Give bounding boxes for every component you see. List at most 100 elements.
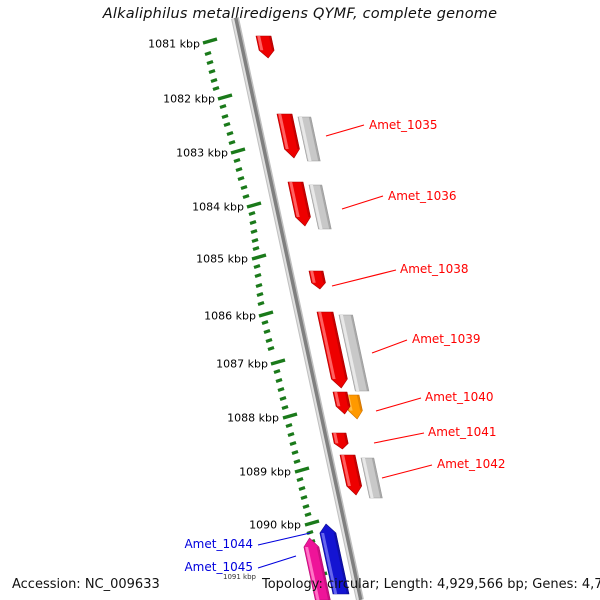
ruler-minor-tick bbox=[226, 130, 234, 137]
gene-glyph[interactable] bbox=[276, 113, 300, 159]
ruler-minor-tick bbox=[298, 485, 306, 492]
companion-bar-highlight bbox=[310, 185, 323, 229]
gene-glyph[interactable] bbox=[339, 454, 363, 496]
gene-glyph[interactable] bbox=[255, 35, 275, 59]
ruler-minor-tick bbox=[240, 184, 248, 191]
gene-glyph[interactable] bbox=[303, 537, 331, 600]
status-bar: Accession: NC_009633 Topology: circular;… bbox=[0, 574, 600, 600]
gene-glyph[interactable] bbox=[332, 391, 351, 415]
leader-line bbox=[331, 269, 397, 287]
ruler-minor-tick bbox=[228, 139, 236, 146]
gene-highlight bbox=[305, 547, 320, 600]
gene-shade bbox=[333, 533, 349, 594]
gene-shade bbox=[356, 395, 363, 411]
ruler-tick-label: 1085 kbp bbox=[196, 252, 248, 266]
ruler-minor-tick bbox=[255, 282, 263, 289]
gene-body[interactable] bbox=[319, 523, 350, 595]
ruler-major-tick bbox=[246, 201, 262, 209]
ruler-minor-tick bbox=[287, 431, 295, 438]
gene-glyph[interactable] bbox=[287, 181, 311, 227]
ruler-minor-tick bbox=[261, 319, 269, 326]
genome-backbone bbox=[231, 17, 364, 600]
gene-shade bbox=[352, 455, 362, 486]
ruler-minor-tick bbox=[253, 263, 261, 270]
companion-bar-shade bbox=[319, 185, 332, 229]
gene-glyph[interactable] bbox=[316, 311, 348, 389]
ruler-minor-tick bbox=[304, 511, 312, 518]
gene-label-amet_1039[interactable]: Amet_1039 bbox=[412, 332, 481, 346]
gene-label-amet_1036[interactable]: Amet_1036 bbox=[388, 189, 457, 203]
gene-companion-bar bbox=[297, 116, 321, 162]
ruler-tick-label: 1082 kbp bbox=[163, 92, 215, 106]
ruler-minor-tick bbox=[254, 272, 262, 279]
ruler-major-tick bbox=[217, 93, 233, 101]
topology-text: Topology: circular; Length: 4,929,566 bp… bbox=[262, 577, 600, 592]
leader-line bbox=[373, 432, 425, 444]
companion-bar-shade bbox=[371, 458, 383, 498]
ruler-tick-marks bbox=[202, 37, 328, 599]
gene-label-amet_1035[interactable]: Amet_1035 bbox=[369, 118, 438, 132]
ruler-major-tick bbox=[230, 147, 246, 155]
gene-highlight bbox=[334, 392, 341, 407]
ruler-minor-tick bbox=[233, 157, 241, 164]
ruler-minor-tick bbox=[293, 458, 301, 465]
gene-shade bbox=[289, 114, 300, 149]
ruler-tick-label: 1090 kbp bbox=[249, 518, 301, 532]
ruler-minor-tick bbox=[277, 386, 285, 393]
ruler-major-tick bbox=[202, 37, 218, 45]
gene-highlight bbox=[318, 312, 336, 379]
ruler-minor-tick bbox=[281, 404, 289, 411]
leader-line bbox=[341, 195, 384, 210]
gene-label-amet_1044[interactable]: Amet_1044 bbox=[184, 537, 253, 551]
ruler-tick-label: 1086 kbp bbox=[204, 309, 256, 323]
gene-companion-bar bbox=[360, 457, 383, 499]
ruler-minor-tick bbox=[279, 395, 287, 402]
ruler-minor-tick bbox=[212, 85, 220, 92]
ruler-minor-tick bbox=[256, 291, 264, 298]
companion-bar-highlight bbox=[299, 117, 312, 161]
ruler-tick-label: 1084 kbp bbox=[192, 200, 244, 214]
ruler-minor-tick bbox=[251, 237, 259, 244]
gene-glyph[interactable] bbox=[319, 523, 350, 595]
ruler-minor-tick bbox=[296, 476, 304, 483]
ruler-major-tick bbox=[304, 519, 320, 527]
gene-glyph[interactable] bbox=[308, 270, 326, 290]
leader-line bbox=[381, 464, 433, 479]
ruler-minor-tick bbox=[285, 422, 293, 429]
gene-label-amet_1040[interactable]: Amet_1040 bbox=[425, 390, 494, 404]
companion-bar-highlight bbox=[362, 458, 374, 498]
ruler-minor-tick bbox=[257, 300, 265, 307]
gene-highlight bbox=[310, 271, 316, 283]
gene-label-amet_1045[interactable]: Amet_1045 bbox=[184, 560, 253, 574]
leader-line bbox=[257, 532, 311, 546]
ruler-tick-label: 1081 kbp bbox=[148, 37, 200, 51]
ruler-minor-tick bbox=[302, 503, 310, 510]
ruler-minor-tick bbox=[242, 193, 250, 200]
gene-features-group[interactable] bbox=[255, 35, 383, 600]
gene-label-amet_1041[interactable]: Amet_1041 bbox=[428, 425, 497, 439]
gene-highlight bbox=[278, 114, 289, 149]
companion-bar-highlight bbox=[340, 315, 360, 391]
backbone-line bbox=[232, 17, 363, 600]
ruler-minor-tick bbox=[248, 210, 256, 217]
gene-companion-bar bbox=[308, 184, 332, 230]
gene-highlight bbox=[321, 533, 338, 594]
ruler-minor-tick bbox=[265, 337, 273, 344]
gene-label-amet_1042[interactable]: Amet_1042 bbox=[437, 457, 506, 471]
ruler-minor-tick bbox=[208, 68, 216, 75]
gene-highlight bbox=[289, 182, 300, 217]
ruler-minor-tick bbox=[206, 59, 214, 66]
gene-glyph[interactable] bbox=[331, 432, 349, 450]
leader-line bbox=[257, 555, 297, 569]
gene-shade bbox=[344, 392, 351, 407]
gene-shade bbox=[300, 182, 311, 217]
companion-bar-shade bbox=[350, 315, 369, 391]
ruler-major-tick bbox=[282, 412, 298, 420]
ruler-minor-tick bbox=[237, 175, 245, 182]
ruler-minor-tick bbox=[250, 228, 258, 235]
backbone-highlight bbox=[232, 17, 359, 600]
gene-label-amet_1038[interactable]: Amet_1038 bbox=[400, 262, 469, 276]
